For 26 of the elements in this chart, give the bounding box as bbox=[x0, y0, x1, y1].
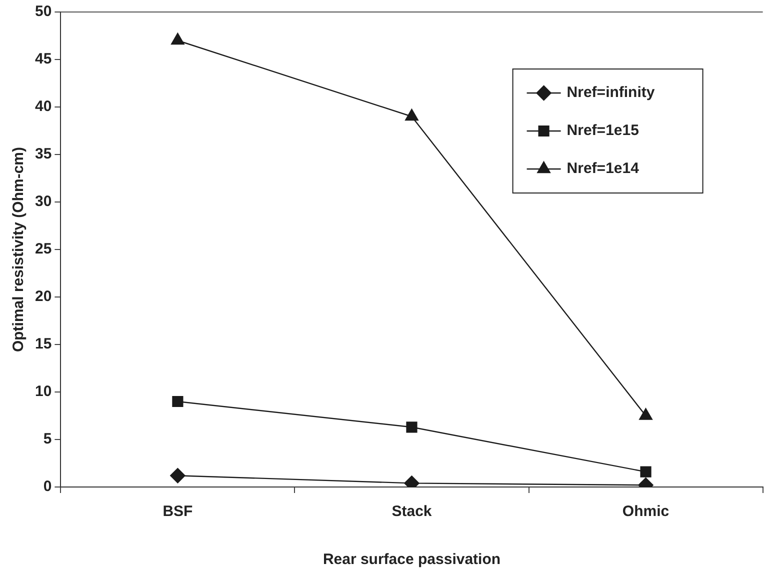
y-tick-label: 40 bbox=[34, 98, 52, 116]
y-tick-label: 45 bbox=[34, 50, 52, 68]
y-tick-label: 0 bbox=[43, 478, 52, 496]
y-tick-label: 15 bbox=[34, 336, 52, 353]
point bbox=[639, 408, 652, 420]
y-tick-label: 10 bbox=[34, 383, 52, 400]
x-tick-label: Ohmic bbox=[622, 503, 670, 520]
point bbox=[171, 32, 184, 45]
y-tick-label: 5 bbox=[43, 430, 52, 448]
x-tick-label: Stack bbox=[392, 503, 432, 520]
point bbox=[405, 108, 418, 121]
x-axis-title: Rear surface passivation bbox=[322, 551, 501, 568]
point bbox=[640, 466, 652, 478]
point bbox=[406, 422, 418, 433]
y-tick-label: 30 bbox=[34, 193, 52, 210]
y-tick-label: 25 bbox=[34, 240, 52, 258]
y-tick-label: 35 bbox=[34, 146, 52, 163]
point bbox=[170, 468, 186, 484]
point bbox=[172, 396, 184, 408]
x-tick-label: BSF bbox=[162, 503, 193, 520]
y-axis-title: Optimal resistivity (Ohm-cm) bbox=[10, 146, 28, 352]
legend-label: Nref=1e14 bbox=[566, 160, 640, 178]
y-tick-label: 50 bbox=[34, 3, 52, 20]
y-tick-label: 20 bbox=[34, 288, 52, 306]
legend-label: Nref=1e15 bbox=[566, 122, 639, 140]
legend-label: Nref=infinity bbox=[566, 84, 656, 102]
